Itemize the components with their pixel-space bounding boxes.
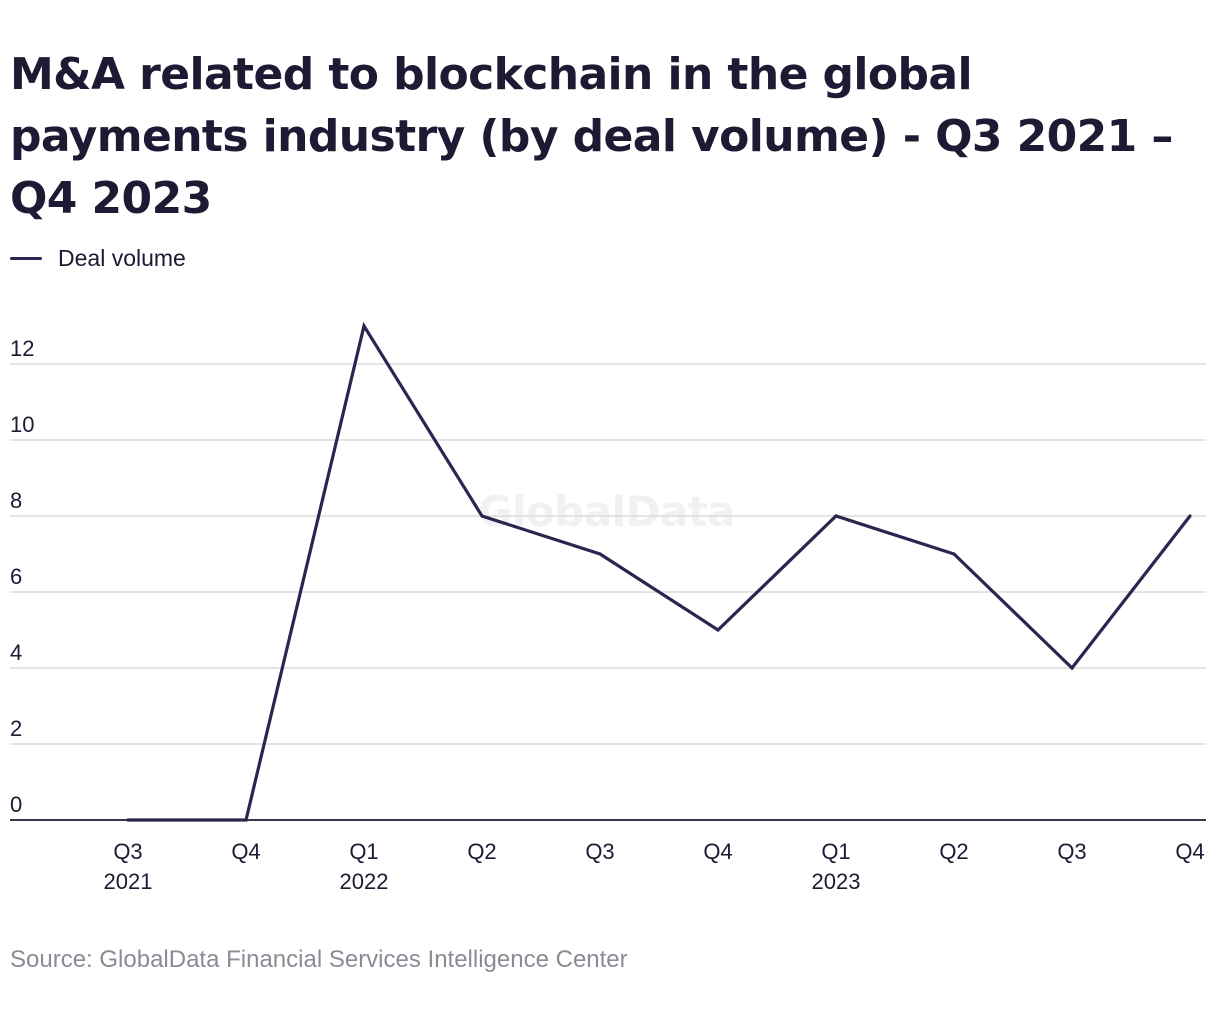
x-tick-label-quarter: Q4 xyxy=(1175,839,1204,864)
y-tick-label: 2 xyxy=(10,716,22,741)
legend: Deal volume xyxy=(10,243,186,273)
series-deal-volume xyxy=(126,321,1192,822)
x-tick-label-year: 2021 xyxy=(104,869,153,894)
y-tick-label: 4 xyxy=(10,640,22,665)
x-tick-label-year: 2022 xyxy=(340,869,389,894)
chart-title: M&A related to blockchain in the global … xyxy=(10,49,1173,224)
data-point xyxy=(1188,514,1192,518)
legend-label-deal-volume: Deal volume xyxy=(58,244,186,271)
source-note: Source: GlobalData Financial Services In… xyxy=(10,946,628,973)
y-tick-label: 0 xyxy=(10,792,22,817)
data-point xyxy=(952,552,956,556)
data-point xyxy=(716,628,720,632)
y-tick-label: 6 xyxy=(10,564,22,589)
x-tick-label-quarter: Q1 xyxy=(821,839,850,864)
x-tick-label-quarter: Q3 xyxy=(113,839,142,864)
y-tick-label: 12 xyxy=(10,336,34,361)
x-tick-label-quarter: Q4 xyxy=(231,839,260,864)
x-tick-label-quarter: Q4 xyxy=(703,839,732,864)
data-point xyxy=(126,818,130,822)
x-tick-label-quarter: Q2 xyxy=(939,839,968,864)
y-axis-tick-labels: 0 2 4 6 8 10 12 xyxy=(10,336,34,817)
x-tick-label-quarter: Q2 xyxy=(467,839,496,864)
gridlines xyxy=(10,363,1206,745)
data-point xyxy=(834,514,838,518)
y-tick-label: 10 xyxy=(10,412,34,437)
x-tick-label-year: 2023 xyxy=(812,869,861,894)
data-point xyxy=(1070,666,1074,670)
x-axis-tick-labels: Q3 2021 Q4 Q1 2022 Q2 Q3 Q4 Q1 2023 Q2 Q3 Q4 xyxy=(104,839,1205,894)
data-point xyxy=(598,552,602,556)
data-point xyxy=(362,324,366,328)
legend-swatch-deal-volume xyxy=(10,256,42,260)
y-tick-label: 8 xyxy=(10,488,22,513)
data-point xyxy=(480,514,484,518)
data-point xyxy=(244,818,248,822)
series-line-deal-volume xyxy=(128,321,1192,822)
x-tick-label-quarter: Q3 xyxy=(585,839,614,864)
x-tick-label-quarter: Q1 xyxy=(349,839,378,864)
x-tick-label-quarter: Q3 xyxy=(1057,839,1086,864)
